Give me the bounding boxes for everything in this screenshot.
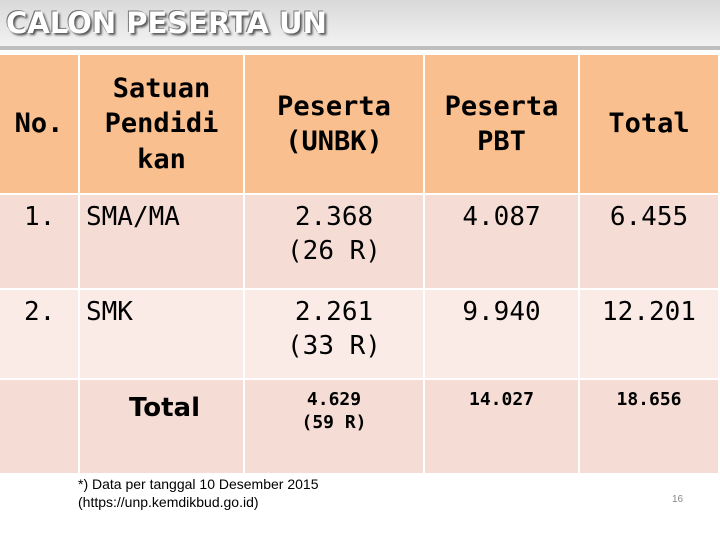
cell-text: (33 R) [287,330,381,361]
footnote: *) Data per tanggal 10 Desember 2015 [78,476,319,492]
table-cell: SMA/MA [80,195,245,290]
table-cell: 4.087 [425,195,580,290]
table-cell: 1. [0,195,80,290]
table-cell: 2. [0,290,80,380]
header-cell: Total [580,55,720,195]
table-cell: 9.940 [425,290,580,380]
cell-text: (26 R) [287,235,381,266]
cell-text: 18.656 [616,389,682,410]
table-cell: 4.629 (59 R) [245,380,425,475]
cell-text: No. [14,108,64,140]
header-cell: Peserta (UNBK) [245,55,425,195]
table-cell: 2.368 (26 R) [245,195,425,290]
cell-text: SMA/MA [86,202,180,232]
header-cell: Peserta PBT [425,55,580,195]
cell-text: 2.261 [294,297,374,327]
table-cell [0,380,80,475]
cell-text: (59 R) [301,412,367,434]
table-cell: 14.027 [425,380,580,475]
cell-text: (UNBK) [285,126,383,157]
cell-text: 4.629 [306,389,362,410]
cell-text: SMK [86,297,133,327]
cell-text: Satuan [112,73,211,105]
cell-text: Peserta [277,90,391,122]
title: CALON PESERTA UN [6,6,327,40]
cell-text: Total [128,393,201,423]
table-cell: 12.201 [580,290,720,380]
cell-text: 2. [24,297,56,327]
table-cell: 6.455 [580,195,720,290]
cell-text: Peserta [444,90,559,122]
cell-text: Pendidi [104,108,219,140]
header-cell: Satuan Pendidi kan [80,55,245,195]
cell-text: 12.201 [602,297,696,327]
page-number: 16 [672,494,684,505]
header-cell: No. [0,55,80,195]
footnote: (https://unp.kemdikbud.go.id) [78,494,259,510]
cell-text: Total [608,108,690,140]
cell-text: 4.087 [462,202,541,232]
cell-text: 6.455 [609,202,689,232]
table-cell: 18.656 [580,380,720,475]
cell-text: 1. [24,202,56,232]
cell-text: 2.368 [294,202,374,232]
title-bar: CALON PESERTA UN [0,0,720,50]
cell-text: kan [137,143,186,175]
table-cell: 2.261 (33 R) [245,290,425,380]
cell-text: 9.940 [462,297,541,327]
table-cell: SMK [80,290,245,380]
cell-text: PBT [477,126,526,157]
cell-text: 14.027 [468,389,535,410]
table-cell: Total [80,380,245,475]
